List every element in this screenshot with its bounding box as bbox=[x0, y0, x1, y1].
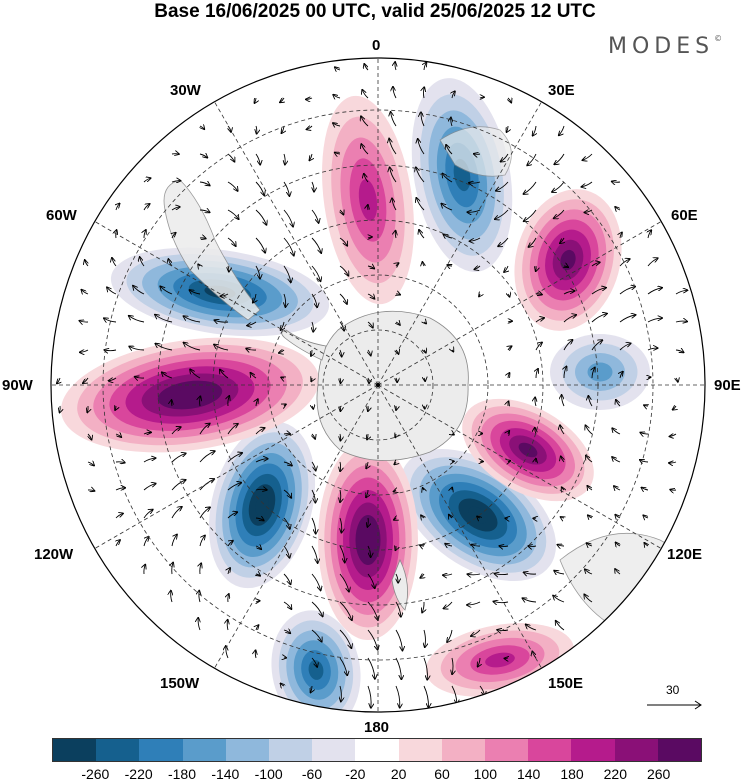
colorbar-tick-label: 60 bbox=[434, 766, 450, 782]
lon-label-120w: 120W bbox=[34, 546, 73, 564]
polar-stereographic-map bbox=[0, 0, 750, 735]
lon-label-150w: 150W bbox=[160, 675, 199, 693]
lon-label-60e: 60E bbox=[671, 207, 698, 225]
colorbar-tick-label: 100 bbox=[474, 766, 497, 782]
reference-vector-label: 30 bbox=[666, 683, 679, 697]
colorbar-swatch bbox=[658, 739, 701, 761]
anomaly-pos-ross-sea bbox=[318, 440, 418, 640]
colorbar-tick-label: 260 bbox=[647, 766, 670, 782]
colorbar-swatch bbox=[312, 739, 355, 761]
colorbar-swatch bbox=[355, 739, 398, 761]
colorbar-tick-label: -140 bbox=[211, 766, 239, 782]
colorbar-swatch bbox=[183, 739, 226, 761]
lon-label-60w: 60W bbox=[46, 207, 77, 225]
colorbar-swatch bbox=[53, 739, 96, 761]
colorbar bbox=[52, 738, 702, 762]
colorbar-tick-label: -260 bbox=[81, 766, 109, 782]
reference-vector-arrow bbox=[645, 698, 705, 712]
colorbar-tick-label: 140 bbox=[517, 766, 540, 782]
colorbar-swatch bbox=[139, 739, 182, 761]
colorbar-tick-label: -60 bbox=[302, 766, 322, 782]
colorbar-tick-label: 180 bbox=[560, 766, 583, 782]
colorbar-tick-label: -20 bbox=[345, 766, 365, 782]
colorbar-tick-label: -180 bbox=[168, 766, 196, 782]
colorbar-swatch bbox=[399, 739, 442, 761]
south-pole-marker bbox=[376, 383, 380, 387]
anomaly-contour-band bbox=[362, 528, 375, 553]
colorbar-tick-labels: -260 -220 -180 -140 -100 -60 -20 20 60 100 140 180 2… bbox=[0, 766, 750, 784]
lon-label-120e: 120E bbox=[667, 546, 702, 564]
lon-label-0: 0 bbox=[372, 37, 380, 55]
anomaly-contour-band bbox=[588, 363, 613, 382]
lon-label-90w: 90W bbox=[2, 377, 33, 395]
lon-label-150e: 150E bbox=[548, 675, 583, 693]
colorbar-tick-label: -220 bbox=[125, 766, 153, 782]
colorbar-swatch bbox=[269, 739, 312, 761]
colorbar-swatch bbox=[226, 739, 269, 761]
lon-label-30w: 30W bbox=[170, 82, 201, 100]
colorbar-swatch bbox=[442, 739, 485, 761]
lon-label-30e: 30E bbox=[548, 82, 575, 100]
lon-label-90e: 90E bbox=[714, 377, 741, 395]
colorbar-swatch bbox=[528, 739, 571, 761]
colorbar-tick-label: 20 bbox=[391, 766, 407, 782]
colorbar-tick-label: 220 bbox=[604, 766, 627, 782]
colorbar-swatch bbox=[615, 739, 658, 761]
colorbar-swatch bbox=[96, 739, 139, 761]
colorbar-tick-label: -100 bbox=[255, 766, 283, 782]
colorbar-swatch bbox=[485, 739, 528, 761]
lon-label-180: 180 bbox=[364, 719, 389, 737]
colorbar-swatch bbox=[571, 739, 614, 761]
